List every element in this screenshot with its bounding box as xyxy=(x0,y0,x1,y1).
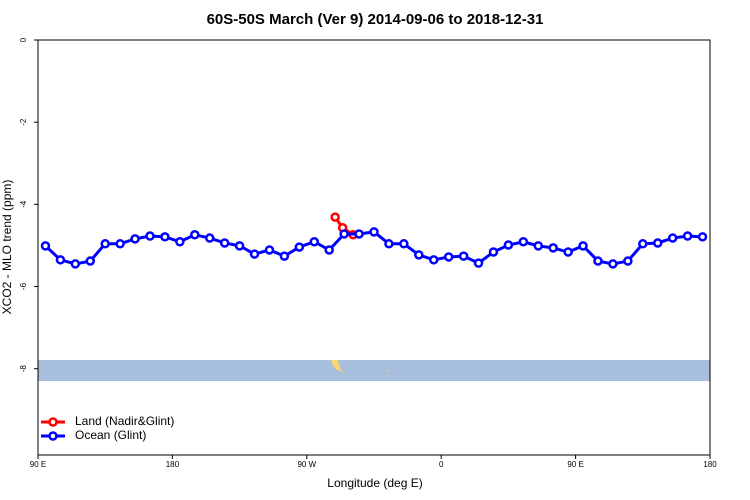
data-point xyxy=(399,239,409,249)
data-point xyxy=(55,255,66,265)
y-tick-label: -2 xyxy=(19,118,28,126)
data-point xyxy=(115,239,125,249)
series-line xyxy=(44,230,703,266)
y-axis-label: XCO2 - MLO trend (ppm) xyxy=(0,180,14,315)
legend-marker xyxy=(48,417,58,427)
data-point xyxy=(458,251,469,261)
land-shape xyxy=(331,360,389,372)
data-point xyxy=(548,243,558,253)
data-point xyxy=(160,232,170,242)
data-point xyxy=(414,250,424,260)
data-point xyxy=(518,236,529,247)
legend-marker xyxy=(48,431,58,441)
map-strip xyxy=(38,360,710,381)
data-point xyxy=(354,229,364,239)
data-point xyxy=(190,230,200,240)
data-point xyxy=(234,241,245,251)
x-tick-label: 0 xyxy=(439,460,444,469)
data-point xyxy=(563,247,573,257)
data-point xyxy=(85,256,96,266)
x-tick-label: 180 xyxy=(703,460,717,469)
data-point xyxy=(204,233,215,243)
data-point xyxy=(533,241,544,251)
x-tick-label: 180 xyxy=(166,460,180,469)
y-tick-label: -8 xyxy=(19,365,28,373)
data-point xyxy=(145,231,155,241)
x-tick-label: 90 W xyxy=(297,460,316,469)
data-point xyxy=(682,231,693,241)
data-point xyxy=(100,239,110,249)
data-point xyxy=(339,229,349,239)
data-point xyxy=(503,240,514,250)
y-tick-label: -4 xyxy=(19,200,28,208)
data-point xyxy=(324,245,334,255)
data-point xyxy=(608,259,618,269)
x-tick-label: 90 E xyxy=(567,460,583,469)
data-point xyxy=(638,239,648,249)
data-point xyxy=(279,251,290,261)
x-axis-label: Longitude (deg E) xyxy=(327,476,422,490)
data-point xyxy=(294,242,305,252)
x-tick-label: 90 E xyxy=(30,460,46,469)
data-point xyxy=(369,227,379,237)
data-point xyxy=(593,256,603,266)
legend: Land (Nadir&Glint)Ocean (Glint) xyxy=(41,414,174,442)
data-point xyxy=(667,233,678,243)
data-point xyxy=(578,241,588,251)
data-point xyxy=(130,234,140,244)
chart-title: 60S-50S March (Ver 9) 2014-09-06 to 2018… xyxy=(207,11,544,28)
plot-frame xyxy=(37,39,711,456)
data-point xyxy=(623,256,633,266)
y-tick-label: -6 xyxy=(19,282,28,290)
data-point xyxy=(249,249,260,259)
data-point xyxy=(488,247,499,257)
data-point xyxy=(40,241,51,251)
data-point xyxy=(652,238,663,248)
data-point xyxy=(473,258,484,268)
data-point xyxy=(70,259,81,269)
data-point xyxy=(219,238,230,248)
data-point xyxy=(175,236,185,247)
data-point xyxy=(384,239,394,249)
y-tick-label: 0 xyxy=(19,37,28,42)
data-point xyxy=(697,232,708,242)
legend-label: Ocean (Glint) xyxy=(75,428,146,442)
data-point xyxy=(264,245,275,255)
data-point xyxy=(309,236,320,247)
data-point xyxy=(428,255,439,265)
legend-label: Land (Nadir&Glint) xyxy=(75,414,174,428)
data-point xyxy=(443,252,454,262)
data-point xyxy=(330,212,340,222)
